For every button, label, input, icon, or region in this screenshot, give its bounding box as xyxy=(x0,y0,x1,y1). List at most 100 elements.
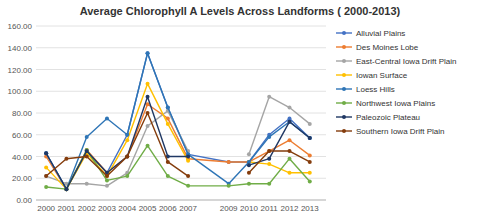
point xyxy=(85,135,89,139)
x-tick-label: 2003 xyxy=(98,204,116,213)
point xyxy=(64,187,68,191)
legend-label: Northwest Iowa Plains xyxy=(356,99,435,108)
x-tick-label: 2004 xyxy=(118,204,136,213)
point xyxy=(125,155,129,159)
legend-marker xyxy=(342,31,346,35)
point xyxy=(125,174,129,178)
point xyxy=(247,163,251,167)
legend-label: East-Central Iowa Drift Plain xyxy=(356,57,456,66)
grid-line xyxy=(36,91,326,92)
point xyxy=(247,182,251,186)
point xyxy=(247,171,251,175)
x-tick-label: 2010 xyxy=(240,204,258,213)
legend-marker xyxy=(342,73,346,77)
point xyxy=(44,174,48,178)
series-line xyxy=(46,146,310,190)
point xyxy=(64,187,68,191)
legend: Alluvial PlainsDes Moines LobeEast-Centr… xyxy=(336,29,456,136)
point xyxy=(44,174,48,178)
legend-label: Iowan Surface xyxy=(356,71,408,80)
point xyxy=(287,149,291,153)
point xyxy=(227,160,231,164)
point xyxy=(44,151,48,155)
point xyxy=(105,184,109,188)
y-tick-label: 140.00 xyxy=(8,44,33,53)
point xyxy=(267,135,271,139)
x-tick-label: 2006 xyxy=(159,204,177,213)
point xyxy=(186,184,190,188)
point xyxy=(186,159,190,163)
point xyxy=(308,136,312,140)
point xyxy=(267,149,271,153)
point xyxy=(105,174,109,178)
point xyxy=(166,106,170,110)
point xyxy=(308,136,312,140)
chart: Average Chlorophyll A Levels Across Land… xyxy=(0,0,480,222)
x-tick-label: 2002 xyxy=(78,204,96,213)
point xyxy=(287,157,291,161)
point xyxy=(44,185,48,189)
point xyxy=(287,171,291,175)
y-tick-label: 0.00 xyxy=(16,196,32,205)
point xyxy=(44,151,48,155)
point xyxy=(166,174,170,178)
legend-label: Loess Hills xyxy=(356,85,395,94)
series-line xyxy=(46,113,310,176)
point xyxy=(287,120,291,124)
x-tick-label: 2005 xyxy=(139,204,157,213)
point xyxy=(227,160,231,164)
point xyxy=(125,138,129,142)
legend-marker xyxy=(342,115,346,119)
point xyxy=(105,116,109,120)
point xyxy=(125,155,129,159)
title: Average Chlorophyll A Levels Across Land… xyxy=(80,5,401,17)
legend-marker xyxy=(342,87,346,91)
point xyxy=(267,162,271,166)
legend-marker xyxy=(342,129,346,133)
point xyxy=(166,106,170,110)
point xyxy=(308,153,312,157)
point xyxy=(186,155,190,159)
point xyxy=(146,144,150,148)
point xyxy=(186,174,190,178)
grid-line xyxy=(36,200,326,201)
axes: 0.0020.0040.0060.0080.00100.00120.00140.… xyxy=(8,22,326,213)
x-tick-label: 2011 xyxy=(261,204,279,213)
series-line xyxy=(46,53,310,189)
point xyxy=(267,95,271,99)
legend-label: Southern Iowa Drift Plain xyxy=(356,127,445,136)
point xyxy=(267,149,271,153)
x-tick-label: 2007 xyxy=(179,204,197,213)
point xyxy=(308,180,312,184)
x-tick-label: 2012 xyxy=(281,204,299,213)
point xyxy=(64,187,68,191)
point xyxy=(146,82,150,86)
point xyxy=(146,111,150,115)
point xyxy=(287,138,291,142)
point xyxy=(44,165,48,169)
point xyxy=(267,157,271,161)
x-axis-line xyxy=(36,200,326,201)
point xyxy=(287,106,291,110)
point xyxy=(146,95,150,99)
grid-line xyxy=(36,47,326,48)
grid-line xyxy=(36,113,326,114)
point xyxy=(308,171,312,175)
point xyxy=(267,182,271,186)
point xyxy=(125,155,129,159)
point xyxy=(64,187,68,191)
legend-marker xyxy=(342,101,346,105)
y-tick-label: 60.00 xyxy=(12,131,33,140)
point xyxy=(308,122,312,126)
point xyxy=(146,51,150,55)
point xyxy=(105,174,109,178)
point xyxy=(308,136,312,140)
point xyxy=(227,184,231,188)
series-line xyxy=(46,97,310,189)
y-tick-label: 40.00 xyxy=(12,153,33,162)
series-line xyxy=(46,84,310,189)
legend-marker xyxy=(342,45,346,49)
point xyxy=(85,155,89,159)
point xyxy=(166,160,170,164)
legend-label: Alluvial Plains xyxy=(356,29,405,38)
